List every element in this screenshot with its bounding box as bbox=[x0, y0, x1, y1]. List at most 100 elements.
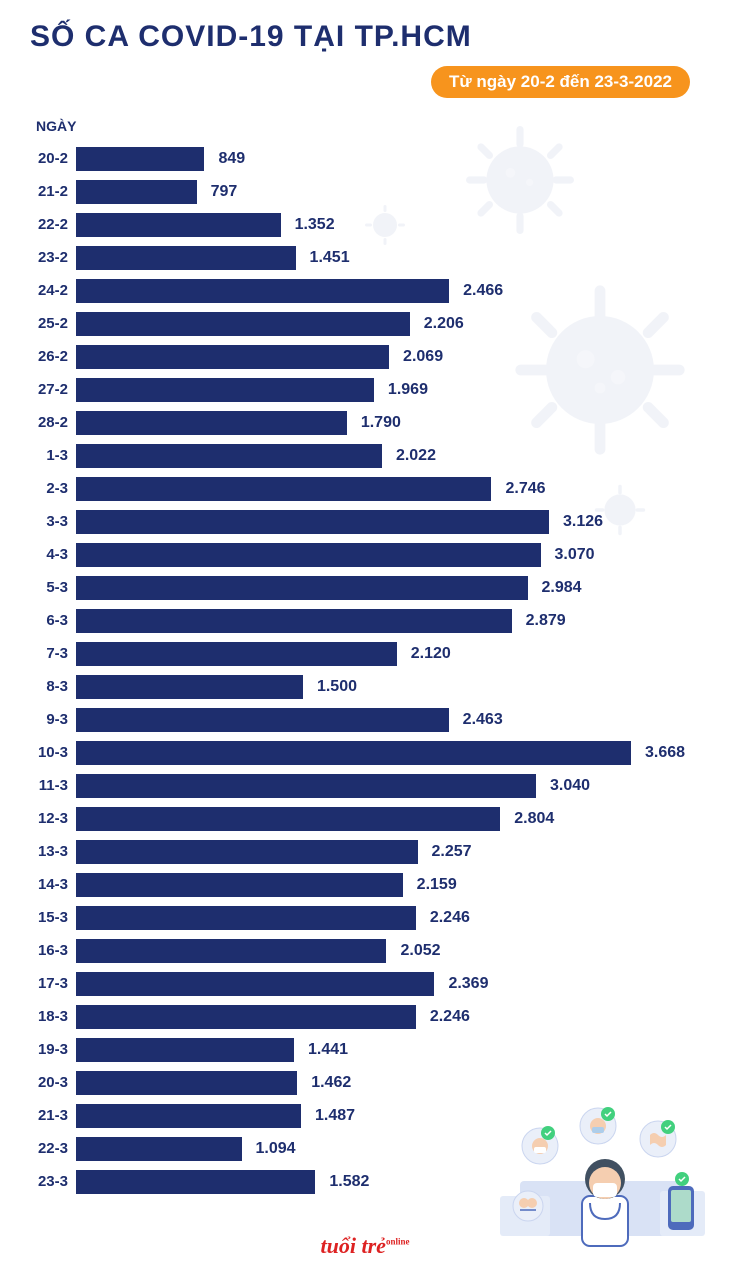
date-label: 4-3 bbox=[30, 546, 76, 563]
chart-row: 24-22.466 bbox=[30, 274, 700, 307]
bar-track: 2.206 bbox=[76, 312, 700, 336]
value-label: 1.969 bbox=[388, 381, 428, 399]
date-label: 20-3 bbox=[30, 1074, 76, 1091]
bar bbox=[76, 708, 449, 732]
bar bbox=[76, 1038, 294, 1062]
bar-track: 2.984 bbox=[76, 576, 700, 600]
bar bbox=[76, 807, 500, 831]
chart-row: 28-21.790 bbox=[30, 406, 700, 439]
bar-track: 2.879 bbox=[76, 609, 700, 633]
bar bbox=[76, 774, 536, 798]
value-label: 3.668 bbox=[645, 744, 685, 762]
bar-track: 1.451 bbox=[76, 246, 700, 270]
bar-track: 849 bbox=[76, 147, 700, 171]
value-label: 849 bbox=[218, 150, 245, 168]
bar-track: 2.159 bbox=[76, 873, 700, 897]
value-label: 2.257 bbox=[432, 843, 472, 861]
date-label: 2-3 bbox=[30, 480, 76, 497]
bar bbox=[76, 279, 449, 303]
bar-track: 2.069 bbox=[76, 345, 700, 369]
value-label: 2.369 bbox=[448, 975, 488, 993]
bar-track: 2.022 bbox=[76, 444, 700, 468]
chart-row: 12-32.804 bbox=[30, 802, 700, 835]
date-label: 27-2 bbox=[30, 381, 76, 398]
chart-row: 18-3 2.246 bbox=[30, 1000, 700, 1033]
date-label: 14-3 bbox=[30, 876, 76, 893]
bar-track: 2.052 bbox=[76, 939, 700, 963]
bar bbox=[76, 1071, 297, 1095]
bar bbox=[76, 741, 631, 765]
date-label: 5-3 bbox=[30, 579, 76, 596]
chart-row: 3-33.126 bbox=[30, 505, 700, 538]
bar bbox=[76, 444, 382, 468]
bar bbox=[76, 972, 434, 996]
value-label: 2.804 bbox=[514, 810, 554, 828]
bar bbox=[76, 213, 281, 237]
date-label: 18-3 bbox=[30, 1008, 76, 1025]
value-label: 1.500 bbox=[317, 678, 357, 696]
date-label: 20-2 bbox=[30, 150, 76, 167]
bar-track: 2.804 bbox=[76, 807, 700, 831]
chart-row: 14-32.159 bbox=[30, 868, 700, 901]
value-label: 2.246 bbox=[430, 909, 470, 927]
bar bbox=[76, 510, 549, 534]
value-label: 2.879 bbox=[526, 612, 566, 630]
chart-row: 8-31.500 bbox=[30, 670, 700, 703]
bar bbox=[76, 939, 386, 963]
date-label: 17-3 bbox=[30, 975, 76, 992]
bar bbox=[76, 873, 403, 897]
bar bbox=[76, 345, 389, 369]
chart-row: 16-32.052 bbox=[30, 934, 700, 967]
value-label: 2.120 bbox=[411, 645, 451, 663]
date-label: 23-3 bbox=[30, 1173, 76, 1190]
bar-track: 2.246 bbox=[76, 1005, 700, 1029]
chart-row: 6-3 2.879 bbox=[30, 604, 700, 637]
bar bbox=[76, 1137, 242, 1161]
chart-row: 26-2 2.069 bbox=[30, 340, 700, 373]
date-label: 26-2 bbox=[30, 348, 76, 365]
chart-row: 4-33.070 bbox=[30, 538, 700, 571]
y-axis-label: NGÀY bbox=[36, 118, 700, 134]
date-label: 15-3 bbox=[30, 909, 76, 926]
value-label: 2.069 bbox=[403, 348, 443, 366]
chart-row: 27-2 1.969 bbox=[30, 373, 700, 406]
date-label: 7-3 bbox=[30, 645, 76, 662]
chart-row: 21-2797 bbox=[30, 175, 700, 208]
value-label: 2.984 bbox=[542, 579, 582, 597]
bar-track: 3.126 bbox=[76, 510, 700, 534]
bar-track: 2.257 bbox=[76, 840, 700, 864]
chart-row: 5-3 2.984 bbox=[30, 571, 700, 604]
value-label: 2.052 bbox=[400, 942, 440, 960]
bar bbox=[76, 675, 303, 699]
bar-track: 3.668 bbox=[76, 741, 700, 765]
bar-track: 2.463 bbox=[76, 708, 700, 732]
bar-track: 1.969 bbox=[76, 378, 700, 402]
bar bbox=[76, 1170, 315, 1194]
chart-row: 1-32.022 bbox=[30, 439, 700, 472]
chart-row: 7-3 2.120 bbox=[30, 637, 700, 670]
bar-track: 3.040 bbox=[76, 774, 700, 798]
bar bbox=[76, 906, 416, 930]
bar-track: 2.466 bbox=[76, 279, 700, 303]
value-label: 2.466 bbox=[463, 282, 503, 300]
value-label: 1.582 bbox=[329, 1173, 369, 1191]
value-label: 2.246 bbox=[430, 1008, 470, 1026]
value-label: 2.206 bbox=[424, 315, 464, 333]
bar-track: 2.120 bbox=[76, 642, 700, 666]
date-label: 6-3 bbox=[30, 612, 76, 629]
bar bbox=[76, 180, 197, 204]
bar bbox=[76, 642, 397, 666]
bar bbox=[76, 312, 410, 336]
date-label: 9-3 bbox=[30, 711, 76, 728]
date-label: 21-3 bbox=[30, 1107, 76, 1124]
bar bbox=[76, 609, 512, 633]
bar bbox=[76, 378, 374, 402]
chart-row: 2-32.746 bbox=[30, 472, 700, 505]
bar bbox=[76, 246, 296, 270]
bar-track: 1.352 bbox=[76, 213, 700, 237]
chart-row: 15-3 2.246 bbox=[30, 901, 700, 934]
logo-text: tuổi trẻ bbox=[321, 1233, 386, 1258]
chart-row: 23-21.451 bbox=[30, 241, 700, 274]
date-label: 13-3 bbox=[30, 843, 76, 860]
chart-row: 9-32.463 bbox=[30, 703, 700, 736]
